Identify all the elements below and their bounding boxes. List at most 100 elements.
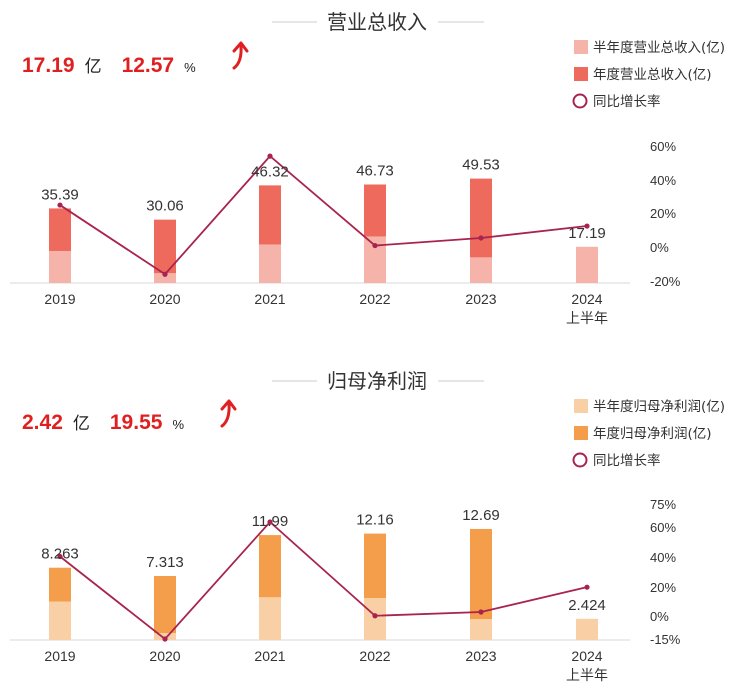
data-label: 11.99 [252, 513, 288, 530]
x-tick-label: 2020 [149, 648, 180, 664]
growth-rate-point [584, 584, 590, 590]
x-tick-sublabel: 上半年 [566, 667, 608, 683]
right-axis-tick: 20% [650, 206, 676, 221]
growth-rate-point [478, 235, 484, 241]
half-year-bar [49, 250, 71, 283]
right-axis-tick: 60% [650, 139, 676, 154]
half-year-bar [470, 257, 492, 283]
legend-label-half-year: 半年度营业总收入(亿) [593, 40, 725, 56]
kpi-unit: 亿 [85, 57, 102, 77]
annual-bar [470, 178, 492, 283]
half-year-bar [576, 246, 598, 283]
legend-marker-growth [572, 452, 588, 468]
data-label: 46.32 [251, 163, 289, 180]
right-axis-tick: 20% [650, 580, 676, 595]
data-label: 35.39 [41, 186, 79, 203]
growth-rate-point [57, 202, 63, 208]
profit-bars [49, 528, 598, 640]
revenue-legend: 半年度营业总收入(亿) 年度营业总收入(亿) 同比增长率 [572, 40, 725, 110]
legend-label-growth: 同比增长率 [593, 452, 661, 469]
kpi-growth: 19.55 [110, 411, 163, 434]
revenue-kpi: 17.19 亿 12.57% [22, 54, 196, 77]
growth-rate-point [267, 153, 273, 159]
x-tick-label: 2021 [254, 648, 285, 664]
half-year-bar [470, 619, 492, 640]
data-label: 49.53 [462, 157, 500, 174]
growth-rate-point [162, 636, 168, 642]
x-tick-label: 2023 [465, 648, 496, 664]
kpi-value: 2.42 [22, 411, 63, 434]
profit-data-labels: 8.263 7.313 11.99 12.16 12.69 2.424 [41, 507, 606, 614]
data-label: 12.16 [356, 512, 394, 529]
kpi-growth: 12.57 [122, 54, 175, 77]
right-axis-tick: 0% [650, 609, 669, 624]
data-label: 8.263 [41, 546, 79, 563]
legend-marker-growth [572, 93, 588, 109]
data-label: 12.69 [462, 507, 500, 524]
legend-label-growth: 同比增长率 [593, 93, 661, 110]
x-tick-sublabel: 上半年 [566, 310, 608, 326]
kpi-percent-sign: % [184, 60, 196, 75]
kpi-percent-sign: % [172, 417, 184, 432]
growth-rate-point [478, 609, 484, 615]
x-tick-label: 2022 [359, 291, 390, 307]
x-tick-label: 2019 [44, 648, 75, 664]
legend-swatch-annual [574, 67, 588, 81]
growth-rate-point [584, 223, 590, 229]
revenue-bars [49, 178, 598, 283]
right-axis-tick: -15% [650, 632, 681, 647]
legend-label-half-year: 半年度归母净利润(亿) [593, 398, 725, 415]
legend-swatch-annual [574, 426, 588, 440]
growth-rate-point [162, 271, 168, 277]
profit-growth-line [57, 519, 590, 642]
right-axis-tick: 40% [650, 550, 676, 565]
profit-right-ticks: 75% 60% 40% 20% 0% -15% [650, 497, 681, 647]
x-tick-label: 2024 [571, 291, 602, 307]
arrow-up-icon [232, 41, 249, 70]
legend-label-annual: 年度营业总收入(亿) [593, 67, 712, 83]
annual-bar [154, 576, 176, 640]
x-tick-label: 2019 [44, 291, 75, 307]
growth-rate-point [57, 553, 63, 560]
half-year-bar [259, 244, 281, 283]
revenue-growth-line [57, 153, 590, 277]
x-tick-label: 2021 [254, 291, 285, 307]
growth-rate-point [267, 519, 273, 525]
legend-swatch-half-year [574, 40, 588, 54]
data-label: 17.19 [568, 225, 606, 242]
half-year-bar [364, 236, 386, 283]
data-label: 7.313 [146, 554, 184, 571]
right-axis-tick: -20% [650, 274, 681, 289]
legend-swatch-half-year [574, 399, 588, 413]
right-axis-tick: 40% [650, 173, 676, 188]
data-label: 46.73 [356, 163, 394, 180]
arrow-up-icon [220, 399, 237, 428]
growth-rate-point [372, 613, 378, 619]
half-year-bar [259, 597, 281, 640]
x-tick-label: 2020 [149, 291, 180, 307]
right-axis-tick: 75% [650, 497, 676, 512]
x-tick-label: 2024 [571, 648, 602, 664]
profit-legend: 半年度归母净利润(亿) 年度归母净利润(亿) 同比增长率 [572, 398, 725, 469]
half-year-bar [364, 598, 386, 640]
growth-rate-line [59, 520, 588, 641]
right-axis-tick: 60% [650, 520, 676, 535]
right-axis-tick: 0% [650, 240, 669, 255]
x-tick-label: 2023 [465, 291, 496, 307]
x-tick-label: 2022 [359, 648, 390, 664]
half-year-bar [154, 273, 176, 283]
revenue-x-ticks: 2019 2020 2021 2022 2023 2024 上半年 [44, 291, 608, 326]
half-year-bar [49, 601, 71, 640]
growth-rate-point [372, 242, 378, 249]
half-year-bar [576, 618, 598, 640]
profit-chart: 归母净利润 2.42 亿 19.55% 半年度归母净利润(亿) 年度归母净利润(亿)… [10, 369, 725, 683]
growth-rate-line [59, 154, 588, 276]
profit-title: 归母净利润 [327, 369, 427, 393]
data-label: 30.06 [146, 198, 184, 215]
kpi-value: 17.19 [22, 54, 75, 77]
legend-label-annual: 年度归母净利润(亿) [593, 425, 712, 442]
data-label: 2.424 [568, 597, 606, 614]
profit-kpi: 2.42 亿 19.55% [22, 411, 184, 434]
revenue-title: 营业总收入 [327, 10, 427, 34]
